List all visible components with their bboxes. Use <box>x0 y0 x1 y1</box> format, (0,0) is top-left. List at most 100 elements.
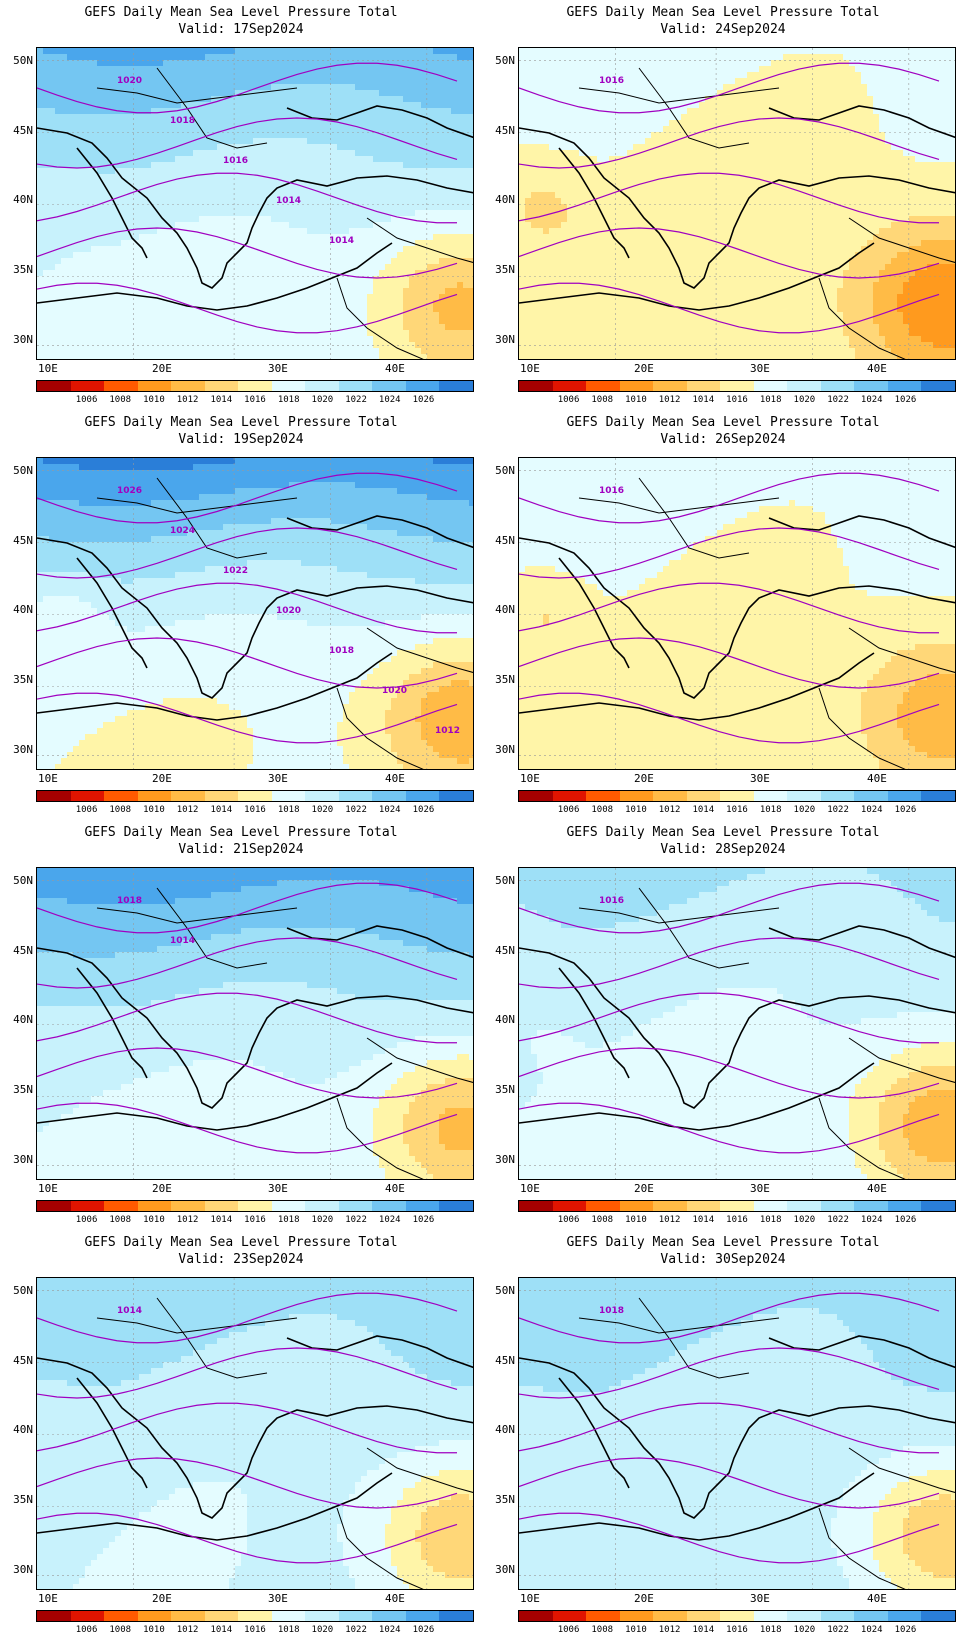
lat-label: 40N <box>3 603 33 616</box>
colorbar-swatch <box>887 381 922 391</box>
lon-label: 40E <box>867 1592 887 1605</box>
isobar <box>37 117 458 169</box>
colorbar-label: 1006 <box>558 1625 580 1635</box>
colorbar-swatch <box>753 791 788 801</box>
colorbar-swatch <box>586 381 620 391</box>
country-border <box>336 1097 424 1179</box>
colorbar-swatch <box>405 791 440 801</box>
colorbar-swatch <box>552 381 587 391</box>
colorbar-swatch <box>619 381 654 391</box>
coastline <box>519 242 875 311</box>
colorbar-label: 1010 <box>143 1625 165 1635</box>
contour-label: 1014 <box>170 936 195 946</box>
lon-label: 20E <box>152 1592 172 1605</box>
lat-label: 50N <box>485 874 515 887</box>
colorbar-swatch <box>921 1201 955 1211</box>
isobar <box>37 227 458 279</box>
isobar <box>519 117 940 169</box>
contour-label: 1026 <box>117 486 142 496</box>
map-svg: 1020 1018 1016 1014 1014 <box>37 48 473 359</box>
colorbar-label: 1022 <box>827 1215 849 1225</box>
lat-label: 45N <box>485 1354 515 1367</box>
lon-label: 20E <box>634 362 654 375</box>
country-border <box>638 1297 750 1379</box>
coastline <box>37 947 473 1109</box>
colorbar <box>518 790 956 802</box>
isobar <box>37 282 458 334</box>
coastline <box>768 1335 955 1369</box>
isobar <box>519 882 940 934</box>
colorbar-swatch <box>439 1611 473 1621</box>
colorbar-label: 1024 <box>379 1215 401 1225</box>
forecast-panel-4: GEFS Daily Mean Sea Level Pressure Total… <box>482 410 964 820</box>
lat-label: 35N <box>485 673 515 686</box>
colorbar-swatch <box>519 1201 553 1211</box>
colorbar-swatch <box>104 1201 138 1211</box>
colorbar-swatch <box>204 381 239 391</box>
forecast-panel-6: GEFS Daily Mean Sea Level Pressure Total… <box>482 820 964 1230</box>
colorbar-swatch <box>238 381 272 391</box>
colorbar-label: 1022 <box>827 395 849 405</box>
colorbar-label: 1020 <box>312 1215 334 1225</box>
coastline <box>768 925 955 959</box>
colorbar-label: 1012 <box>177 805 199 815</box>
lon-label: 10E <box>38 362 58 375</box>
colorbar-swatch <box>586 1611 620 1621</box>
coastline <box>286 925 473 959</box>
colorbar-swatch <box>887 1611 922 1621</box>
colorbar-label: 1018 <box>760 1625 782 1635</box>
colorbar <box>36 1610 474 1622</box>
lat-label: 35N <box>3 1493 33 1506</box>
colorbar-label: 1016 <box>244 1215 266 1225</box>
contour-label: 1014 <box>276 196 301 206</box>
lat-label: 30N <box>3 333 33 346</box>
contour-label: 1020 <box>382 686 407 696</box>
panel-title: GEFS Daily Mean Sea Level Pressure Total <box>482 1235 964 1251</box>
lat-label: 45N <box>485 124 515 137</box>
colorbar-swatch <box>619 1611 654 1621</box>
colorbar-swatch <box>137 791 172 801</box>
colorbar-swatch <box>104 381 138 391</box>
contour-label: 1014 <box>329 236 354 246</box>
contour-label: 1014 <box>117 1306 142 1316</box>
colorbar-label: 1014 <box>210 1625 232 1635</box>
colorbar-swatch <box>372 1611 406 1621</box>
colorbar-swatch <box>619 791 654 801</box>
contour-label: 1016 <box>599 486 624 496</box>
colorbar-swatch <box>753 381 788 391</box>
colorbar-swatch <box>171 791 205 801</box>
coastline <box>37 652 393 721</box>
colorbar-swatch <box>405 381 440 391</box>
country-border <box>336 1507 424 1589</box>
coastline <box>519 947 955 1109</box>
lon-label: 10E <box>38 1592 58 1605</box>
colorbar-swatch <box>921 1611 955 1621</box>
colorbar-label: 1014 <box>692 1625 714 1635</box>
isobar <box>37 1102 458 1154</box>
colorbar-label: 1018 <box>760 1215 782 1225</box>
lat-label: 30N <box>3 743 33 756</box>
colorbar-labels: 1006 1008 1010 1012 1014 1016 1018 1020 1022 1024… <box>518 1625 956 1637</box>
lat-label: 40N <box>3 1013 33 1026</box>
lon-label: 20E <box>152 362 172 375</box>
isobar <box>37 937 458 989</box>
coastline <box>37 1062 393 1131</box>
colorbar-swatch <box>720 791 754 801</box>
colorbar <box>36 1200 474 1212</box>
colorbar-label: 1012 <box>177 395 199 405</box>
coastline <box>768 105 955 139</box>
colorbar-swatch <box>137 1611 172 1621</box>
colorbar-swatch <box>653 791 687 801</box>
colorbar-swatch <box>171 1201 205 1211</box>
colorbar-label: 1014 <box>210 805 232 815</box>
colorbar-label: 1022 <box>345 1625 367 1635</box>
isobar <box>37 692 458 744</box>
colorbar-swatch <box>519 1611 553 1621</box>
lat-label: 45N <box>485 944 515 957</box>
colorbar-swatch <box>519 791 553 801</box>
colorbar-label: 1024 <box>379 805 401 815</box>
colorbar-label: 1010 <box>143 805 165 815</box>
lat-label: 45N <box>3 534 33 547</box>
colorbar-swatch <box>271 1611 306 1621</box>
colorbar <box>518 1200 956 1212</box>
